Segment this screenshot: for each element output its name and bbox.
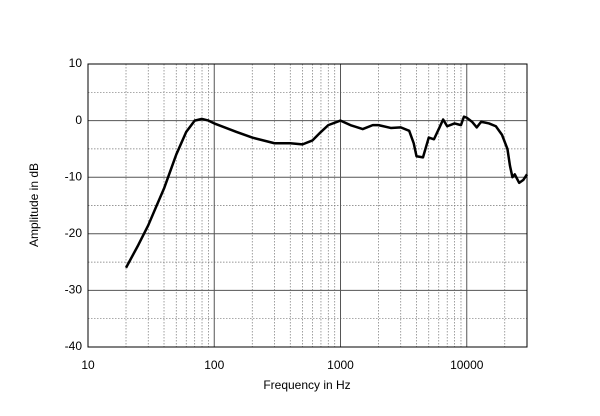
x-tick-label: 100 bbox=[204, 358, 224, 372]
y-tick-label: -20 bbox=[65, 226, 83, 240]
data-line bbox=[124, 115, 529, 269]
x-axis-label: Frequency in Hz bbox=[263, 378, 350, 392]
plot-frame bbox=[87, 63, 528, 348]
y-tick-label: -10 bbox=[65, 169, 83, 183]
x-tick-label: 10000 bbox=[450, 358, 484, 372]
y-axis-label: Amplitude in dB bbox=[27, 163, 41, 247]
y-tick-label: -40 bbox=[65, 339, 83, 353]
y-tick-label: 10 bbox=[69, 56, 83, 70]
y-tick-label: 0 bbox=[75, 113, 82, 127]
y-tick-label: -30 bbox=[65, 283, 83, 297]
x-tick-label: 1000 bbox=[327, 358, 354, 372]
x-tick-label: 10 bbox=[81, 358, 95, 372]
